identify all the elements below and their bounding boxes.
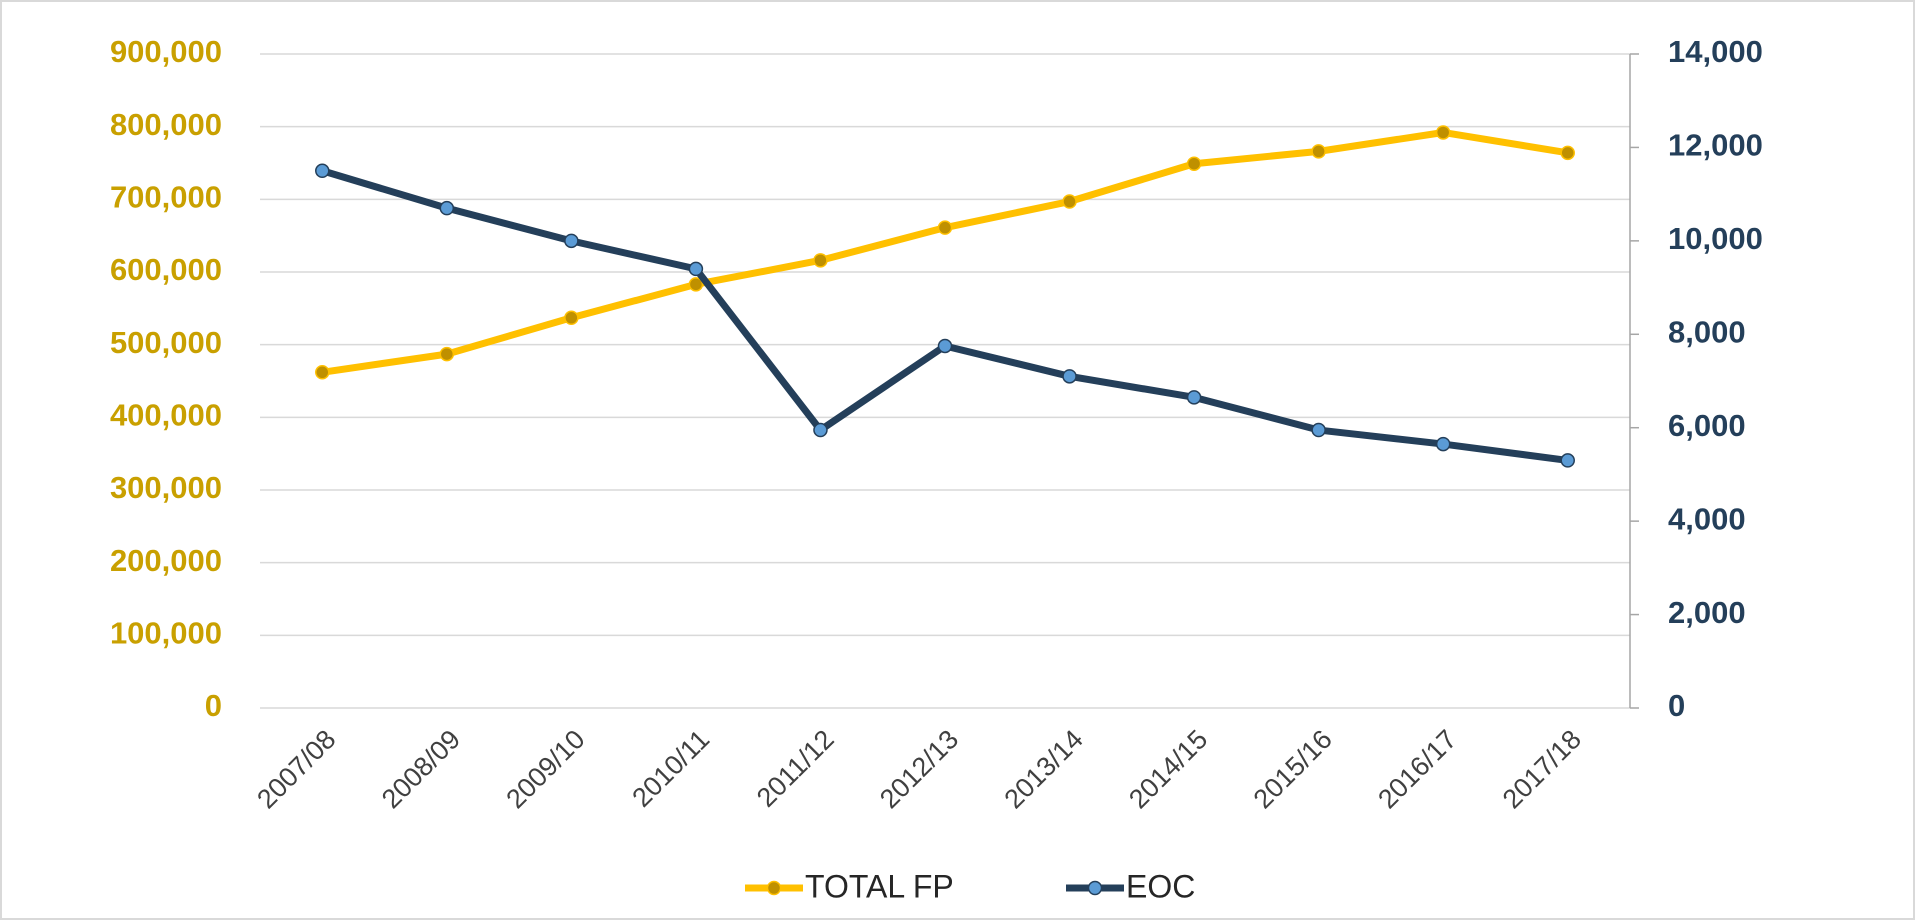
series-marker	[564, 233, 579, 249]
series-marker	[1435, 436, 1451, 452]
legend-label: TOTAL FP	[805, 868, 954, 904]
y-tick-label: 500,000	[110, 325, 222, 360]
y2-tick-label: 4,000	[1668, 501, 1746, 536]
y-tick-label: 900,000	[110, 34, 222, 69]
series-marker	[688, 261, 704, 277]
y-tick-label: 200,000	[110, 543, 222, 578]
series-marker	[1311, 422, 1326, 438]
legend-label: EOC	[1126, 868, 1195, 904]
legend-marker	[766, 880, 782, 896]
series-marker	[813, 253, 828, 268]
y-tick-label: 600,000	[110, 252, 222, 287]
y-tick-label: 300,000	[110, 470, 222, 505]
y2-tick-label: 12,000	[1668, 128, 1763, 163]
series-marker	[315, 163, 330, 179]
series-marker	[1186, 156, 1202, 171]
y2-tick-label: 14,000	[1668, 34, 1763, 69]
y2-tick-label: 2,000	[1668, 595, 1746, 630]
y-tick-label: 400,000	[110, 398, 222, 433]
series-marker	[1560, 453, 1575, 468]
series-marker	[1560, 145, 1575, 161]
y-tick-label: 100,000	[110, 616, 222, 651]
y-tick-label: 0	[205, 688, 222, 723]
series-marker	[315, 365, 330, 380]
series-marker	[937, 338, 953, 354]
y2-tick-label: 8,000	[1668, 314, 1746, 349]
series-marker	[813, 422, 828, 438]
y2-tick-label: 6,000	[1668, 408, 1746, 443]
y-tick-label: 700,000	[110, 180, 222, 215]
series-marker	[439, 346, 455, 362]
series-marker	[439, 200, 455, 216]
series-marker	[564, 310, 579, 326]
series-marker	[1435, 125, 1451, 140]
y2-tick-label: 0	[1668, 688, 1685, 723]
y2-tick-label: 10,000	[1668, 221, 1763, 256]
y-tick-label: 800,000	[110, 107, 222, 142]
legend-marker	[1087, 880, 1103, 896]
series-marker	[1062, 369, 1077, 384]
series-marker	[1311, 144, 1326, 159]
series-marker	[688, 277, 704, 292]
series-marker	[1062, 194, 1077, 209]
series-marker	[937, 220, 953, 235]
series-marker	[1186, 390, 1202, 405]
